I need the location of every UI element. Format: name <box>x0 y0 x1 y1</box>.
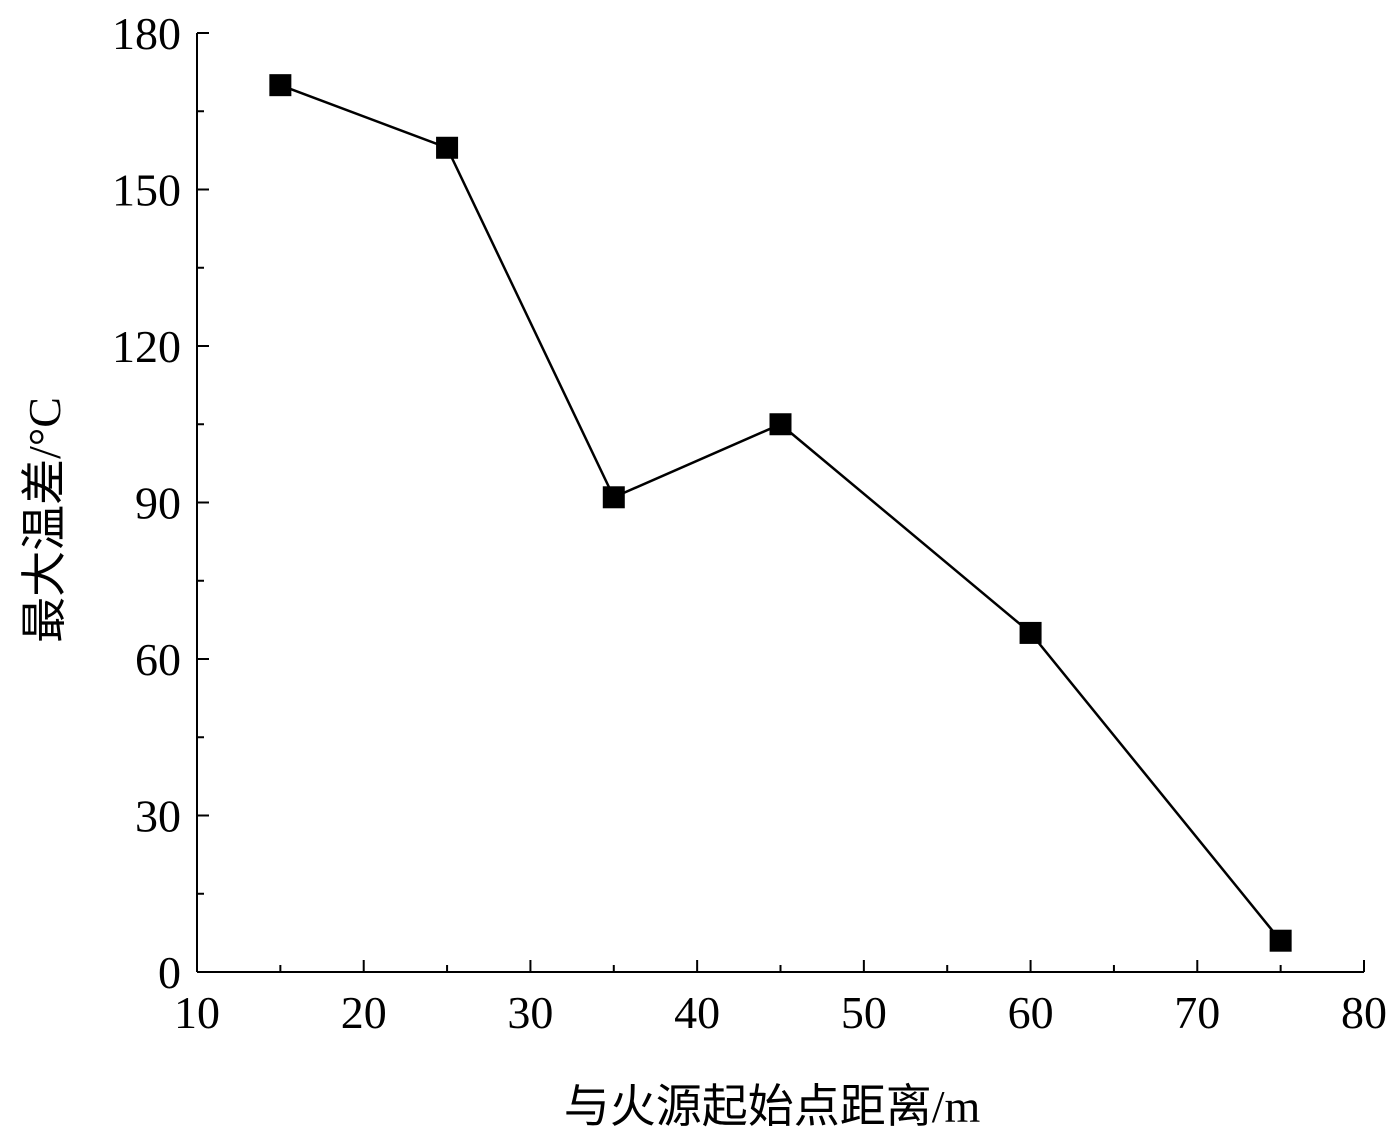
tick-labels: 10 20 30 40 50 60 70 80 0 30 60 90 120 150 180 <box>112 8 1387 1038</box>
series <box>269 74 1292 952</box>
series-line <box>279 83 1282 942</box>
data-point-marker <box>1269 929 1292 952</box>
y-tick-label: 0 <box>158 947 181 998</box>
x-tick-label: 30 <box>507 987 553 1038</box>
x-tick-label: 40 <box>674 987 720 1038</box>
y-axis-title: 最大温差/°C <box>19 397 70 643</box>
x-tick-label: 70 <box>1174 987 1220 1038</box>
y-tick-label: 90 <box>135 478 181 529</box>
y-tick-label: 120 <box>112 321 181 372</box>
data-point-marker <box>602 486 625 509</box>
data-point-marker <box>436 136 459 159</box>
x-tick-label: 80 <box>1341 987 1387 1038</box>
x-axis-title: 与火源起始点距离/m <box>564 1081 981 1132</box>
ticks <box>196 32 1365 973</box>
axes <box>196 33 1364 973</box>
data-point-marker <box>769 413 792 436</box>
y-tick-label: 180 <box>112 8 181 59</box>
x-tick-label: 50 <box>841 987 887 1038</box>
y-tick-label: 150 <box>112 165 181 216</box>
x-tick-label: 60 <box>1008 987 1054 1038</box>
x-tick-label: 10 <box>174 987 220 1038</box>
data-point-marker <box>269 74 292 97</box>
y-tick-label: 60 <box>135 634 181 685</box>
y-tick-label: 30 <box>135 791 181 842</box>
x-tick-label: 20 <box>341 987 387 1038</box>
data-point-marker <box>1019 621 1042 644</box>
